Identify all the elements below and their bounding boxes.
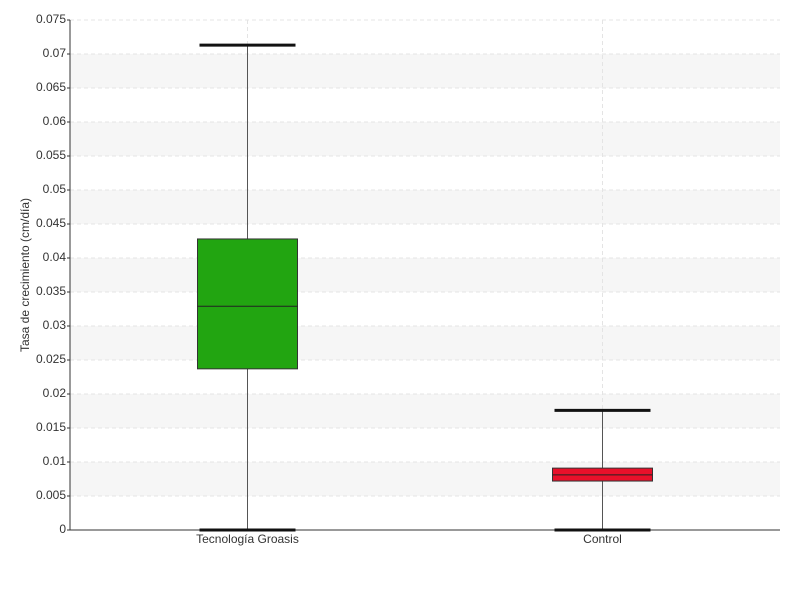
y-axis-label: Tasa de crecimiento (cm/día) (18, 198, 32, 352)
x-tick-label: Control (583, 532, 622, 546)
grid-band (70, 190, 780, 224)
grid-band (70, 326, 780, 360)
y-tick-label: 0.035 (36, 284, 66, 298)
y-tick-label: 0.045 (36, 216, 66, 230)
y-tick-label: 0.07 (43, 46, 67, 60)
grid-band (70, 54, 780, 88)
box (197, 238, 298, 370)
y-tick-label: 0.025 (36, 352, 66, 366)
grid-band (70, 258, 780, 292)
y-tick-label: 0.055 (36, 148, 66, 162)
y-tick-label: 0.075 (36, 12, 66, 26)
y-tick-label: 0.01 (43, 454, 67, 468)
y-tick-label: 0.065 (36, 80, 66, 94)
y-tick-label: 0.015 (36, 420, 66, 434)
y-tick-label: 0.06 (43, 114, 67, 128)
grid-band (70, 122, 780, 156)
y-tick-label: 0.02 (43, 386, 67, 400)
y-tick-label: 0.04 (43, 250, 67, 264)
grid-band (70, 462, 780, 496)
y-tick-label: 0 (59, 522, 66, 536)
grid-band (70, 394, 780, 428)
y-tick-label: 0.03 (43, 318, 67, 332)
y-tick-label: 0.005 (36, 488, 66, 502)
y-tick-label: 0.05 (43, 182, 67, 196)
x-tick-label: Tecnología Groasis (196, 532, 299, 546)
